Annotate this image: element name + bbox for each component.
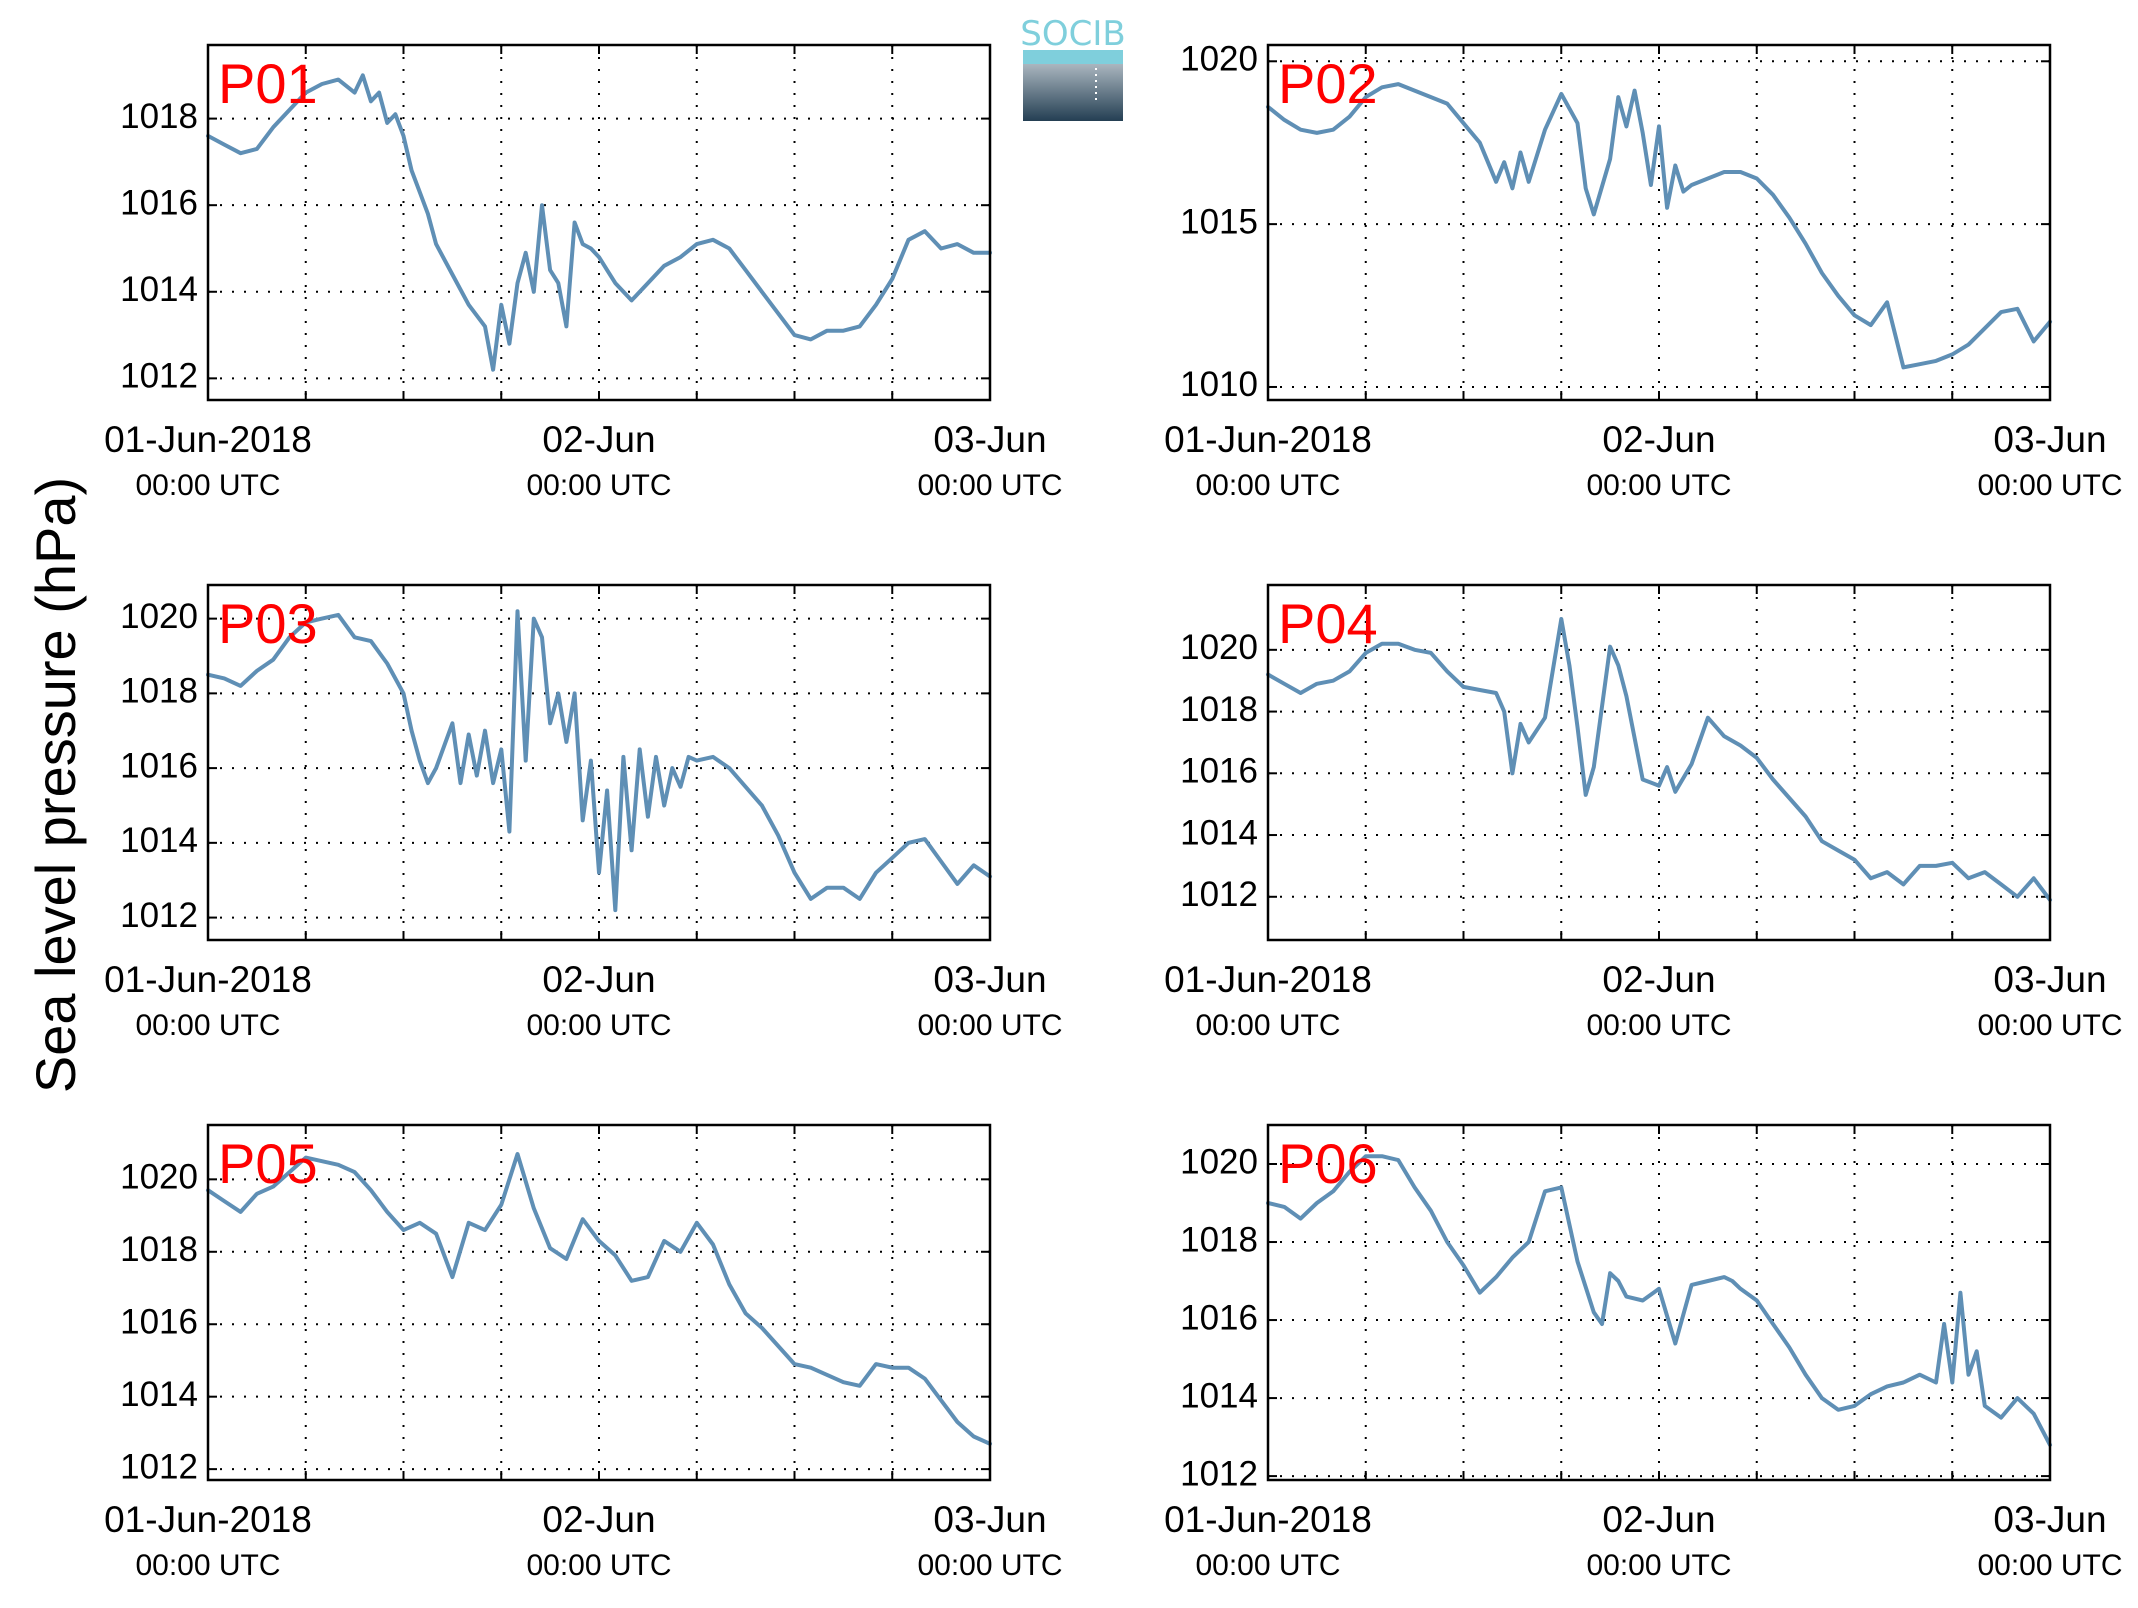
y-tick-label: 1012 xyxy=(1180,875,1258,914)
x-tick-label: 02-Jun xyxy=(1602,419,1715,460)
x-tick-sublabel: 00:00 UTC xyxy=(917,1009,1062,1042)
y-tick-label: 1012 xyxy=(120,1447,198,1486)
chart-panel-4: 1012 1014 1016 1018 1020 01-Jun-2018 00:00 UTC… xyxy=(1164,583,2123,1042)
chart-panel-1: 1012 1014 1016 1018 01-Jun-2018 00:00 UTC 02-J… xyxy=(104,43,1063,502)
x-tick-sublabel: 00:00 UTC xyxy=(1586,1009,1731,1042)
x-tick-label: 02-Jun xyxy=(542,1499,655,1540)
x-tick-sublabel: 00:00 UTC xyxy=(1195,1549,1340,1582)
x-tick-sublabel: 00:00 UTC xyxy=(1586,1549,1731,1582)
y-tick-label: 1014 xyxy=(120,1375,198,1414)
logo-text: SOCIB xyxy=(1020,14,1125,54)
y-tick-label: 1012 xyxy=(1180,1454,1258,1493)
pressure-series-line xyxy=(206,73,992,372)
y-tick-label: 1012 xyxy=(120,896,198,935)
y-axis-title: Sea level pressure (hPa) xyxy=(24,477,87,1093)
y-tick-label: 1018 xyxy=(1180,1220,1258,1259)
pressure-series-line xyxy=(1266,1154,2052,1447)
y-tick-label: 1020 xyxy=(1180,1142,1258,1181)
x-tick-label: 03-Jun xyxy=(933,419,1046,460)
chart-panel-3: 1012 1014 1016 1018 1020 01-Jun-2018 00:00 UTC… xyxy=(104,583,1063,1042)
panel-label: P02 xyxy=(1278,52,1378,115)
x-tick-label: 03-Jun xyxy=(933,1499,1046,1540)
x-tick-sublabel: 00:00 UTC xyxy=(526,469,671,502)
x-tick-label: 02-Jun xyxy=(1602,959,1715,1000)
pressure-series-line xyxy=(1266,617,2052,902)
x-tick-sublabel: 00:00 UTC xyxy=(1586,469,1731,502)
y-tick-label: 1010 xyxy=(1180,365,1258,404)
axis-frame xyxy=(1266,43,2052,402)
y-tick-label: 1014 xyxy=(1180,1376,1258,1415)
panel-label: P01 xyxy=(218,52,318,115)
y-tick-label: 1020 xyxy=(120,1158,198,1197)
x-tick-sublabel: 00:00 UTC xyxy=(1195,1009,1340,1042)
logo-gradient-block xyxy=(1023,64,1123,121)
x-tick-label: 03-Jun xyxy=(1993,419,2106,460)
panel-label: P04 xyxy=(1278,592,1378,655)
x-tick-sublabel: 00:00 UTC xyxy=(1977,1549,2122,1582)
y-tick-label: 1016 xyxy=(120,183,198,222)
x-tick-label: 01-Jun-2018 xyxy=(104,1499,312,1540)
y-tick-label: 1020 xyxy=(1180,628,1258,667)
panels-container: 1012 1014 1016 1018 01-Jun-2018 00:00 UTC 02-J… xyxy=(104,40,2122,1582)
y-tick-label: 1018 xyxy=(120,97,198,136)
x-tick-label: 01-Jun-2018 xyxy=(104,419,312,460)
y-tick-label: 1014 xyxy=(120,821,198,860)
x-tick-label: 03-Jun xyxy=(1993,959,2106,1000)
chart-panel-2: 1010 1015 1020 01-Jun-2018 00:00 UTC 02-Jun 00… xyxy=(1164,40,2122,502)
x-tick-label: 01-Jun-2018 xyxy=(1164,1499,1372,1540)
x-tick-label: 01-Jun-2018 xyxy=(1164,419,1372,460)
panel-label: P06 xyxy=(1278,1132,1378,1195)
pressure-series-line xyxy=(1266,82,2052,370)
logo-wave-band xyxy=(1023,50,1123,64)
x-tick-sublabel: 00:00 UTC xyxy=(917,1549,1062,1582)
y-tick-label: 1016 xyxy=(1180,752,1258,791)
x-tick-sublabel: 00:00 UTC xyxy=(135,1549,280,1582)
axis-frame xyxy=(1266,583,2052,942)
y-tick-label: 1018 xyxy=(1180,690,1258,729)
pressure-series-line xyxy=(206,1152,992,1446)
y-tick-label: 1015 xyxy=(1180,202,1258,241)
axis-frame xyxy=(206,583,992,942)
y-tick-label: 1014 xyxy=(1180,813,1258,852)
x-tick-sublabel: 00:00 UTC xyxy=(1195,469,1340,502)
y-tick-label: 1020 xyxy=(120,597,198,636)
y-tick-label: 1012 xyxy=(120,357,198,396)
y-tick-label: 1018 xyxy=(120,1230,198,1269)
socib-logo: SOCIB xyxy=(1020,14,1126,121)
panel-label: P05 xyxy=(218,1132,318,1195)
x-tick-label: 03-Jun xyxy=(933,959,1046,1000)
axis-frame xyxy=(1266,1123,2052,1482)
x-tick-sublabel: 00:00 UTC xyxy=(917,469,1062,502)
x-tick-sublabel: 00:00 UTC xyxy=(1977,1009,2122,1042)
axis-frame xyxy=(206,43,992,402)
y-tick-label: 1020 xyxy=(1180,40,1258,79)
x-tick-label: 02-Jun xyxy=(542,959,655,1000)
chart-panel-6: 1012 1014 1016 1018 1020 01-Jun-2018 00:00 UTC… xyxy=(1164,1123,2123,1582)
y-tick-label: 1016 xyxy=(1180,1298,1258,1337)
x-tick-sublabel: 00:00 UTC xyxy=(135,1009,280,1042)
pressure-series-line xyxy=(206,609,992,913)
x-tick-sublabel: 00:00 UTC xyxy=(135,469,280,502)
panel-label: P03 xyxy=(218,592,318,655)
y-tick-label: 1016 xyxy=(120,1302,198,1341)
x-tick-label: 02-Jun xyxy=(1602,1499,1715,1540)
x-tick-sublabel: 00:00 UTC xyxy=(1977,469,2122,502)
y-tick-label: 1016 xyxy=(120,746,198,785)
y-tick-label: 1018 xyxy=(120,672,198,711)
x-tick-label: 01-Jun-2018 xyxy=(1164,959,1372,1000)
y-tick-label: 1014 xyxy=(120,270,198,309)
x-tick-label: 02-Jun xyxy=(542,419,655,460)
x-tick-sublabel: 00:00 UTC xyxy=(526,1009,671,1042)
axis-frame xyxy=(206,1123,992,1482)
chart-panel-5: 1012 1014 1016 1018 1020 01-Jun-2018 00:00 UTC… xyxy=(104,1123,1063,1582)
x-tick-label: 01-Jun-2018 xyxy=(104,959,312,1000)
x-tick-sublabel: 00:00 UTC xyxy=(526,1549,671,1582)
x-tick-label: 03-Jun xyxy=(1993,1499,2106,1540)
